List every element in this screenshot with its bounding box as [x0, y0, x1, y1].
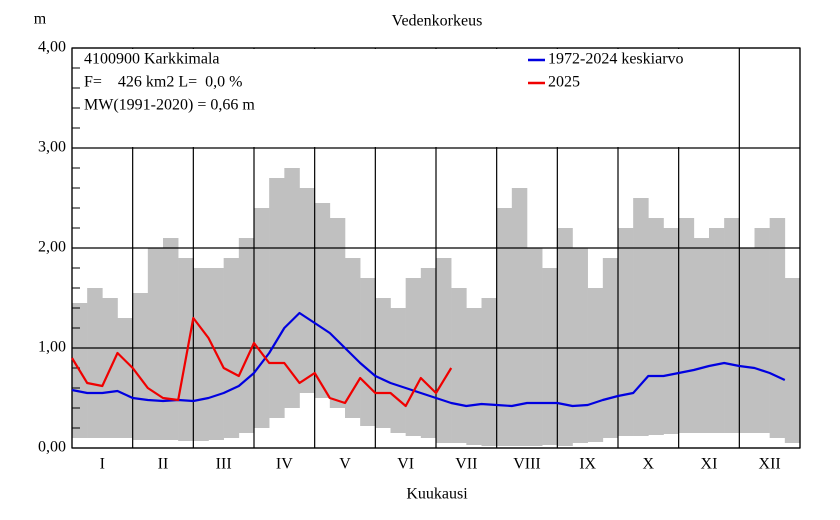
x-tick-label: I [100, 456, 105, 473]
range-bar [678, 218, 695, 433]
range-bar [451, 288, 467, 443]
range-bar [511, 188, 528, 446]
range-bar [193, 268, 209, 441]
range-bar [496, 208, 513, 446]
y-tick-label: 0,00 [38, 439, 66, 456]
y-tick-label: 1,00 [38, 339, 66, 356]
x-tick-label: VIII [513, 456, 541, 473]
x-tick-label: III [216, 456, 232, 473]
info-box [73, 49, 739, 147]
range-bar [238, 238, 255, 433]
range-bar [117, 318, 133, 438]
range-bar [345, 258, 361, 418]
range-bar [754, 228, 770, 433]
range-bar [481, 298, 497, 446]
range-bar [132, 293, 149, 440]
range-bar [663, 228, 679, 434]
range-bar [420, 268, 437, 438]
range-bar [299, 188, 315, 393]
legend-label: 2025 [548, 74, 580, 91]
range-bar [329, 218, 346, 408]
series-line [71, 316, 453, 408]
range-bar [178, 258, 194, 441]
y-tick-label: 2,00 [38, 239, 66, 256]
series-line [71, 311, 786, 408]
range-bar [724, 218, 740, 433]
range-bar [784, 278, 801, 443]
range-bar [254, 208, 270, 428]
annotation: F= 426 km2 L= 0,0 % [84, 74, 243, 91]
range-bar [557, 228, 573, 446]
range-bar [360, 278, 376, 426]
range-bar [527, 248, 543, 446]
x-tick-label: IX [579, 456, 596, 473]
range-bar [436, 258, 452, 443]
x-tick-label: IV [276, 456, 293, 473]
range-bar [466, 308, 482, 445]
x-tick-label: XI [701, 456, 718, 473]
range-bar [314, 203, 331, 398]
range-bar [147, 248, 164, 440]
x-tick-label: VI [397, 456, 414, 473]
range-bar [390, 308, 406, 433]
x-tick-label: X [643, 456, 655, 473]
range-bar [709, 228, 725, 433]
range-bar [269, 178, 285, 418]
x-tick-label: II [158, 456, 169, 473]
range-bar [587, 288, 604, 442]
range-bar [739, 248, 755, 433]
chart-title: Vedenkorkeus [392, 13, 483, 30]
plot-frame [71, 47, 801, 449]
range-bar [648, 218, 664, 435]
range-bar [769, 218, 786, 438]
annotation: 4100900 Karkkimala [84, 51, 220, 68]
x-tick-label: XII [759, 456, 781, 473]
legend-label: 1972-2024 keskiarvo [548, 51, 684, 68]
range-bar [375, 298, 391, 428]
range-bar [618, 228, 634, 436]
range-bar [633, 198, 649, 436]
range-bar [693, 238, 710, 433]
x-axis-label: Kuukausi [406, 486, 468, 503]
annotation: MW(1991-2020) = 0,66 m [84, 97, 255, 114]
range-bar [572, 248, 588, 443]
y-tick-label: 4,00 [38, 39, 66, 56]
x-tick-label: VII [455, 456, 477, 473]
range-bar [405, 278, 422, 436]
y-axis-label: m [34, 11, 47, 28]
x-tick-label: V [339, 456, 351, 473]
range-bar [87, 288, 103, 438]
y-tick-label: 3,00 [38, 139, 66, 156]
range-bar [542, 268, 558, 445]
range-bar [163, 238, 179, 440]
